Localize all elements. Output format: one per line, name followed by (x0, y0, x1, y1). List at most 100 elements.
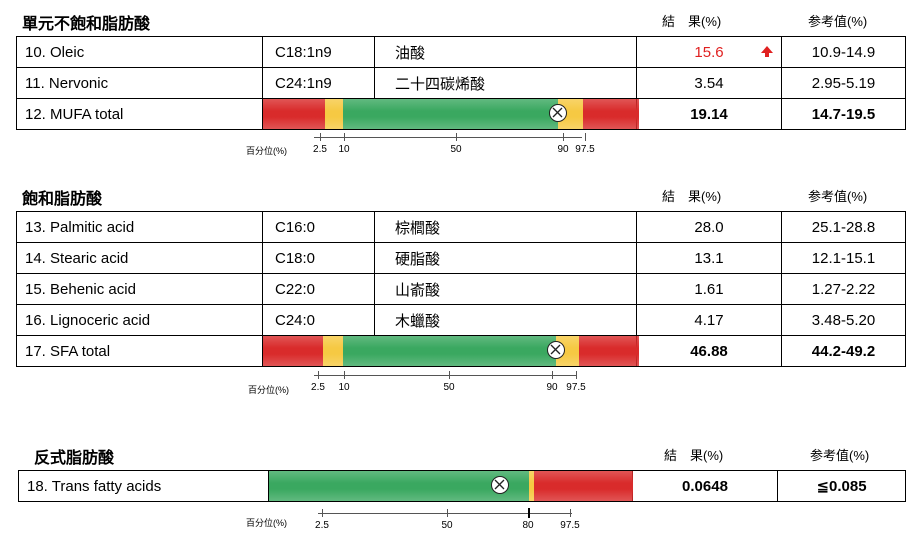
axis-tick (447, 509, 448, 517)
row-chinese-name: 硬脂酸 (374, 242, 637, 274)
tick-label: 50 (450, 144, 462, 155)
yellow-zone (325, 99, 343, 129)
scale-label: 百分位(%) (246, 518, 287, 528)
axis-line (314, 375, 576, 376)
axis-tick (449, 371, 450, 379)
axis-tick (318, 371, 319, 379)
tick-label: 50 (443, 382, 455, 393)
row-chinese-name: 二十四碳烯酸 (374, 67, 637, 99)
section-title-mufa: 單元不飽和脂肪酸 (22, 16, 151, 33)
tick-label: 50 (441, 520, 453, 531)
green-zone (269, 471, 529, 501)
row-code: C24:0 (262, 304, 375, 336)
total-reference: 14.7-19.5 (781, 98, 906, 130)
trans-table: 18. Trans fatty acids 0.0648 ≦0.085 (18, 470, 906, 502)
row-code: C22:0 (262, 273, 375, 305)
table-row: 11. Nervonic C24:1n9 二十四碳烯酸 3.54 2.95-5.… (16, 67, 906, 99)
row-result-cell: 15.6 (636, 36, 782, 68)
row-name: 14. Stearic acid (16, 242, 263, 274)
total-row: 17. SFA total 46.88 44.2-49.2 (16, 335, 906, 367)
total-result: 0.0648 (632, 470, 778, 502)
axis-tick (576, 371, 577, 379)
row-reference: 10.9-14.9 (781, 36, 906, 68)
row-result: 15.6 (694, 43, 724, 61)
yellow-zone (323, 336, 343, 366)
row-reference: 1.27-2.22 (781, 273, 906, 305)
row-chinese-name: 山嵛酸 (374, 273, 637, 305)
tick-label: 2.5 (313, 144, 327, 155)
row-name: 10. Oleic (16, 36, 263, 68)
row-reference: 3.48-5.20 (781, 304, 906, 336)
row-result: 1.61 (636, 273, 782, 305)
total-name: 18. Trans fatty acids (18, 470, 269, 502)
section-title-trans: 反式脂肪酸 (34, 450, 115, 467)
row-reference: 2.95-5.19 (781, 67, 906, 99)
tick-label: 97.5 (560, 520, 580, 531)
axis-tick (344, 371, 345, 379)
percentile-bar (263, 99, 639, 129)
tick-label: 2.5 (311, 382, 325, 393)
row-code: C18:0 (262, 242, 375, 274)
tick-label: 90 (557, 144, 569, 155)
table-row: 16. Lignoceric acid C24:0 木蠟酸 4.17 3.48-… (16, 304, 906, 336)
red-zone (263, 336, 323, 366)
axis-tick (322, 509, 323, 517)
total-name: 12. MUFA total (16, 98, 263, 130)
result-marker-icon (549, 104, 567, 122)
row-code: C16:0 (262, 211, 375, 243)
row-result: 28.0 (636, 211, 782, 243)
axis-tick (570, 509, 571, 517)
reference-header: 参考值(%) (808, 189, 868, 204)
reference-header: 参考值(%) (810, 448, 870, 463)
table-row: 13. Palmitic acid C16:0 棕櫚酸 28.0 25.1-28… (16, 211, 906, 243)
red-zone (579, 336, 639, 366)
total-reference: 44.2-49.2 (781, 335, 906, 367)
result-marker-icon (547, 341, 565, 359)
section-title-sfa: 飽和脂肪酸 (22, 191, 103, 208)
axis-tick (344, 133, 345, 141)
total-row: 18. Trans fatty acids 0.0648 ≦0.085 (18, 470, 906, 502)
axis-tick (552, 371, 553, 379)
axis-tick (563, 133, 564, 141)
row-name: 11. Nervonic (16, 67, 263, 99)
reference-header: 参考值(%) (808, 14, 868, 29)
total-reference: ≦0.085 (777, 470, 906, 502)
result-header: 結 果(%) (662, 189, 722, 204)
high-arrow-icon (761, 46, 773, 57)
mufa-table: 10. Oleic C18:1n9 油酸 15.6 10.9-14.9 11. … (16, 36, 906, 130)
percentile-bar-cell (268, 470, 633, 502)
red-zone (583, 99, 639, 129)
row-result: 4.17 (636, 304, 782, 336)
axis-tick (320, 133, 321, 141)
green-zone (343, 336, 556, 366)
tick-label: 2.5 (315, 520, 329, 531)
tick-label: 97.5 (575, 144, 595, 155)
total-result: 46.88 (636, 335, 782, 367)
percentile-bar (263, 336, 639, 366)
row-chinese-name: 木蠟酸 (374, 304, 637, 336)
result-header: 結 果(%) (662, 14, 722, 29)
total-result: 19.14 (636, 98, 782, 130)
result-header: 結 果(%) (664, 448, 724, 463)
table-row: 10. Oleic C18:1n9 油酸 15.6 10.9-14.9 (16, 36, 906, 68)
row-code: C18:1n9 (262, 36, 375, 68)
red-zone (263, 99, 325, 129)
result-marker-icon (491, 476, 509, 494)
tick-label: 97.5 (566, 382, 586, 393)
percentile-bar (269, 471, 633, 501)
axis-tick (528, 508, 530, 518)
row-result: 13.1 (636, 242, 782, 274)
axis-line (318, 513, 572, 514)
axis-line (314, 137, 582, 138)
axis-tick (585, 133, 586, 141)
green-zone (343, 99, 558, 129)
row-code: C24:1n9 (262, 67, 375, 99)
red-zone (534, 471, 633, 501)
percentile-bar-cell (262, 335, 639, 367)
table-row: 14. Stearic acid C18:0 硬脂酸 13.1 12.1-15.… (16, 242, 906, 274)
row-reference: 12.1-15.1 (781, 242, 906, 274)
yellow-zone (529, 471, 534, 501)
row-reference: 25.1-28.8 (781, 211, 906, 243)
total-row: 12. MUFA total 19.14 14.7-19.5 (16, 98, 906, 130)
table-row: 15. Behenic acid C22:0 山嵛酸 1.61 1.27-2.2… (16, 273, 906, 305)
